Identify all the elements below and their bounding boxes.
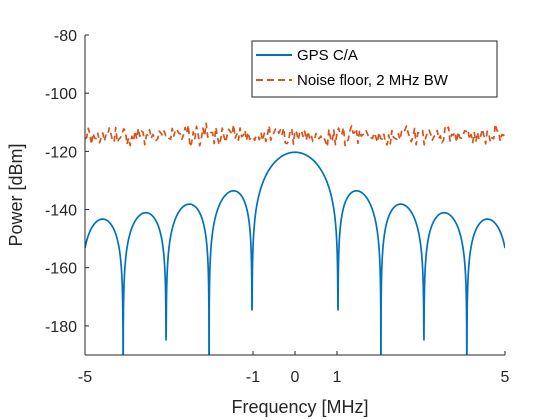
y-axis-label: Power [dBm] [6,143,26,246]
ticks-layer: -5 -1 0 1 5 -80 -100 -120 -140 -160 -180 [45,28,510,386]
legend-label-gps: GPS C/A [297,47,358,64]
series-line-1 [85,122,505,148]
x-tick-label: -5 [78,369,92,386]
x-tick-label: 0 [291,369,300,386]
series-layer [85,122,505,355]
series-line-0 [85,151,505,355]
y-tick-label: -160 [45,261,77,278]
x-tick-label: 5 [501,369,510,386]
x-tick-label: 1 [333,369,342,386]
y-tick-label: -120 [45,144,77,161]
y-tick-label: -180 [45,319,77,336]
y-tick-label: -100 [45,86,77,103]
legend-box [251,40,498,98]
y-tick-label: -80 [54,28,77,45]
legend-label-noise: Noise floor, 2 MHz BW [297,72,449,89]
x-tick-label: -1 [246,369,260,386]
plot-area [85,122,505,355]
legend: GPS C/A Noise floor, 2 MHz BW [251,40,498,98]
x-axis-label: Frequency [MHz] [231,397,368,417]
y-tick-label: -140 [45,203,77,220]
